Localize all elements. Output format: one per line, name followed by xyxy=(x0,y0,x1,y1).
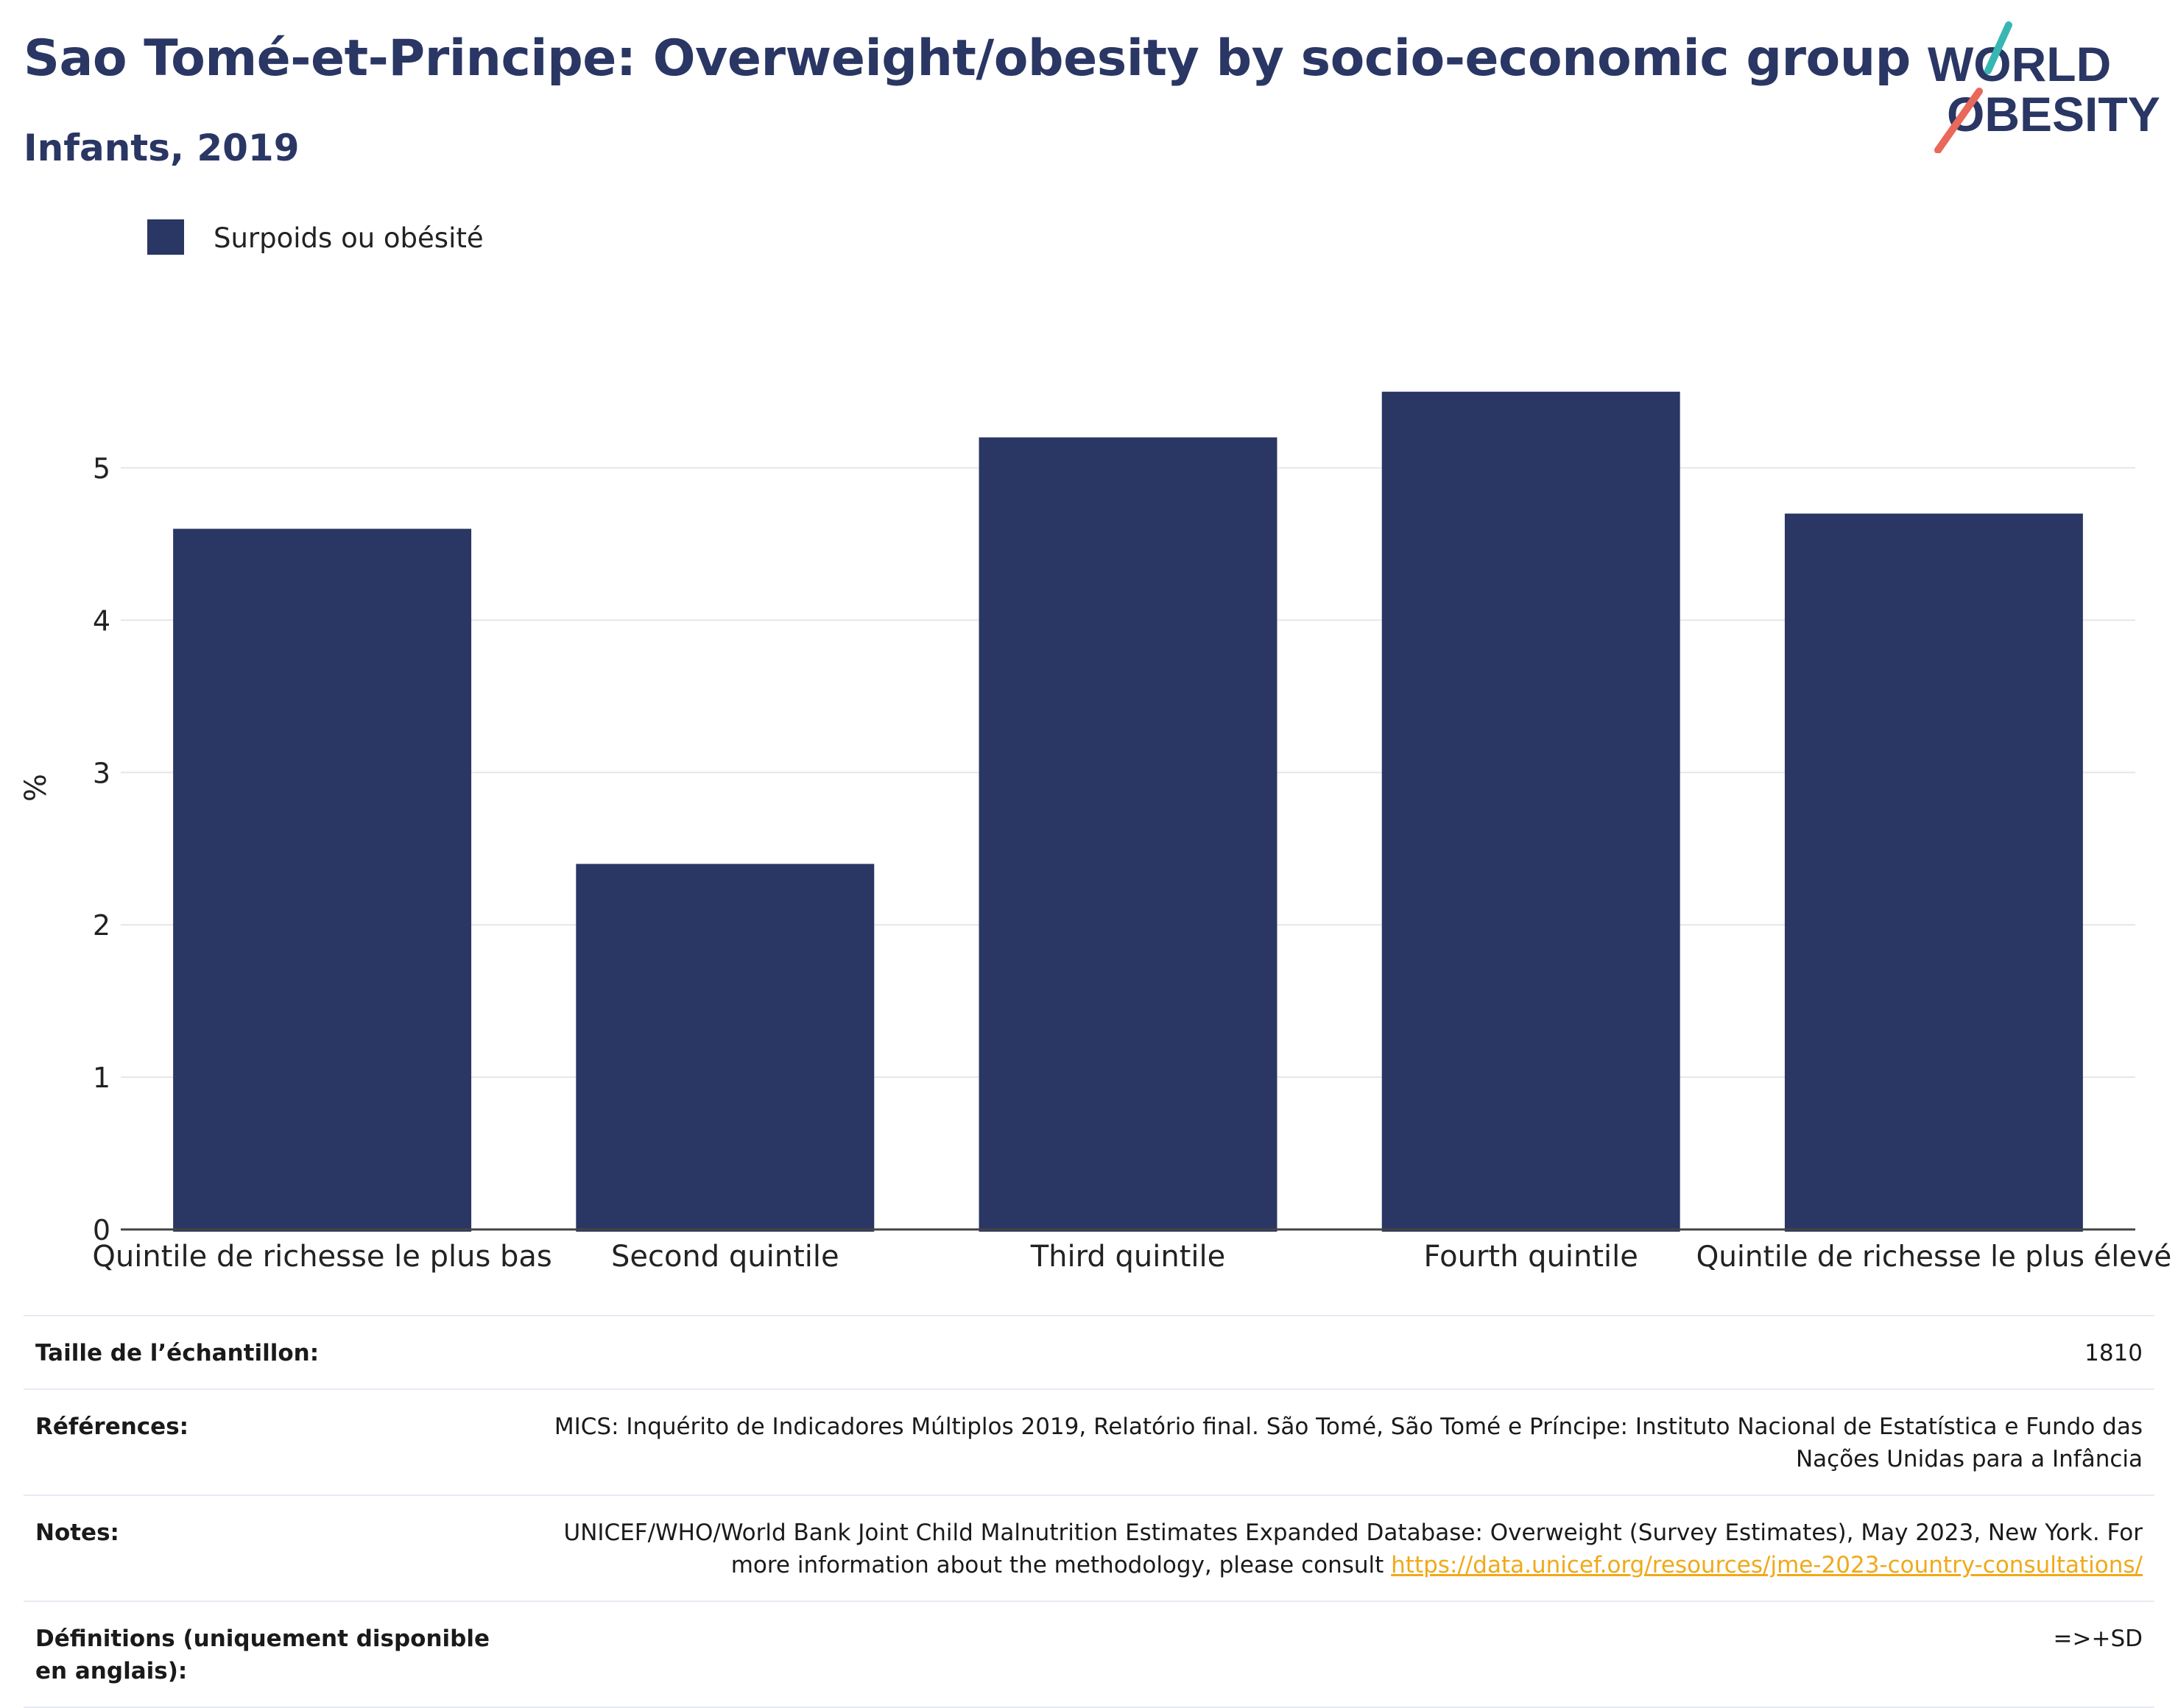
meta-label: Références: xyxy=(35,1414,189,1440)
logo-text-line2: OBESITY xyxy=(1947,87,2160,141)
bar-4 xyxy=(1381,392,1680,1232)
meta-value: 1810 xyxy=(2084,1340,2143,1366)
meta-label: Définitions (uniquement disponible en an… xyxy=(35,1626,490,1684)
bar-3 xyxy=(979,437,1277,1232)
legend-swatch xyxy=(147,219,184,255)
x-tick-label: Fourth quintile xyxy=(1424,1240,1638,1274)
y-tick-label: 2 xyxy=(93,909,110,942)
logo-text-line1: WORLD xyxy=(1928,37,2111,91)
y-tick-label: 1 xyxy=(93,1062,110,1094)
bar-5 xyxy=(1784,513,2083,1232)
x-tick-label: Quintile de richesse le plus élevé xyxy=(1696,1241,2172,1274)
meta-label: Notes: xyxy=(35,1520,119,1546)
legend-label: Surpoids ou obésité xyxy=(214,222,484,254)
x-tick-label: Quintile de richesse le plus bas xyxy=(92,1240,551,1274)
y-tick-label: 5 xyxy=(93,453,110,485)
methodology-link[interactable]: https://data.unicef.org/resources/jme-20… xyxy=(1391,1552,2143,1578)
meta-row: Notes: UNICEF/WHO/World Bank Joint Child … xyxy=(24,1494,2154,1601)
world-obesity-logo: WORLD OBESITY xyxy=(1928,21,2160,153)
meta-value: =>+SD xyxy=(2053,1626,2143,1652)
chart-subtitle: Infants, 2019 xyxy=(24,127,300,169)
metadata-table: Taille de l’échantillon: 1810 Références: M… xyxy=(24,1315,2154,1708)
logo-slash-coral xyxy=(1934,88,1983,153)
y-tick-label: 3 xyxy=(93,757,110,789)
meta-value: MICS: Inquérito de Indicadores Múltiplos… xyxy=(554,1414,2143,1472)
bar-2 xyxy=(576,864,875,1232)
bar-chart: 0 1 2 3 4 5% Quintile de richesse le plus bas S… xyxy=(19,219,2172,1274)
meta-row: Définitions (uniquement disponible en an… xyxy=(24,1601,2154,1708)
logo-slash-teal xyxy=(1984,21,2012,74)
meta-label: Taille de l’échantillon: xyxy=(35,1340,320,1366)
meta-value: UNICEF/WHO/World Bank Joint Child Malnut… xyxy=(563,1520,2143,1578)
meta-row: Taille de l’échantillon: 1810 xyxy=(24,1315,2154,1388)
x-tick-label: Third quintile xyxy=(1030,1240,1225,1274)
y-tick-label: 4 xyxy=(93,604,110,637)
chart-title: Sao Tomé-et-Principe: Overweight/obesity… xyxy=(24,29,1911,88)
y-tick-label: 0 xyxy=(93,1214,110,1246)
y-axis-title: % xyxy=(19,774,53,802)
meta-row: Références: MICS: Inquérito de Indicadore… xyxy=(24,1388,2154,1494)
bar-1 xyxy=(173,529,472,1232)
x-tick-label: Second quintile xyxy=(611,1240,839,1274)
